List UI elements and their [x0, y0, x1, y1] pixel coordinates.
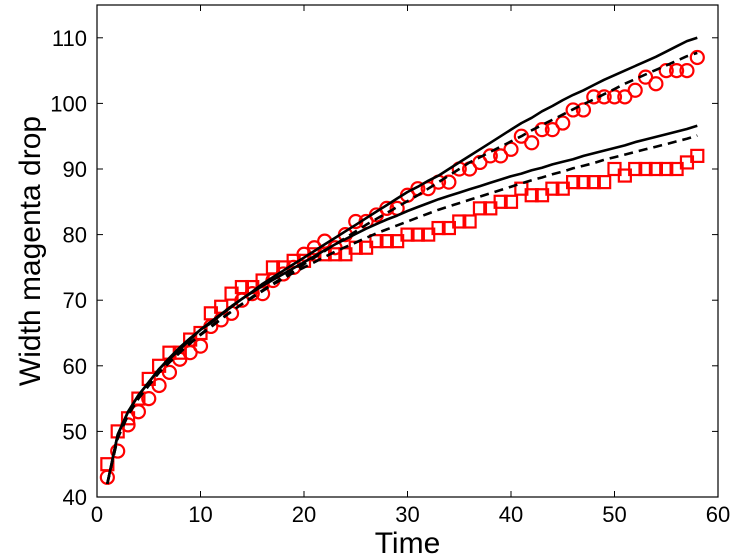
circle-marker: [575, 102, 592, 118]
circle-marker: [493, 148, 509, 164]
circle-marker: [513, 128, 529, 144]
x-tick-label: 40: [499, 502, 523, 527]
x-tick-label: 60: [706, 502, 730, 527]
circle-marker: [524, 135, 540, 151]
circle-marker: [441, 174, 457, 190]
square-marker: [565, 175, 581, 190]
circle-marker: [668, 62, 685, 79]
square-marker: [431, 220, 446, 236]
square-marker: [503, 194, 519, 209]
y-tick-label: 100: [50, 91, 87, 116]
square-marker: [379, 234, 394, 249]
circle-marker: [596, 89, 612, 105]
square-marker: [410, 227, 425, 242]
square-marker: [400, 227, 415, 242]
square-marker: [628, 161, 643, 177]
circle-marker: [627, 82, 643, 98]
series-5: [106, 134, 698, 485]
square-marker: [493, 194, 508, 209]
square-marker: [659, 161, 674, 177]
x-tick-label: 50: [602, 502, 626, 527]
y-tick-label: 40: [63, 485, 87, 510]
square-marker: [369, 234, 384, 249]
square-marker: [234, 279, 249, 295]
circle-marker: [555, 115, 571, 131]
solid-line-series-4: [106, 124, 698, 485]
square-marker: [690, 148, 705, 163]
x-tick-label: 10: [188, 502, 212, 527]
circle-marker: [110, 443, 126, 459]
plot-area: [96, 4, 719, 498]
y-tick-label: 70: [63, 288, 87, 313]
axis-ticks: 0 10 20 30 40 50 60 40 50 60 70 80 90 100 110: [50, 5, 730, 527]
y-tick-label: 60: [63, 354, 87, 379]
square-marker: [524, 188, 539, 203]
dashed-line-series-5: [106, 134, 698, 485]
square-marker: [586, 175, 601, 190]
y-axis-label: Width magenta drop: [14, 116, 47, 386]
circle-marker: [565, 102, 581, 118]
circle-marker: [648, 76, 664, 92]
series-layer: [99, 36, 705, 485]
circle-marker: [141, 391, 157, 407]
series-4: [106, 124, 698, 485]
square-marker: [638, 161, 653, 177]
square-marker: [462, 214, 477, 229]
y-tick-label: 80: [63, 223, 87, 248]
y-tick-label: 50: [63, 419, 87, 444]
square-marker: [472, 201, 488, 216]
square-marker: [131, 391, 146, 406]
x-axis-label: Time: [375, 527, 441, 560]
circle-marker: [544, 122, 561, 138]
circle-marker: [689, 49, 705, 66]
square-marker: [452, 214, 467, 229]
square-marker: [597, 175, 612, 190]
square-marker: [545, 181, 560, 196]
square-marker: [576, 175, 591, 190]
y-tick-label: 110: [52, 26, 87, 51]
x-tick-label: 0: [91, 502, 103, 527]
square-marker: [265, 260, 281, 275]
x-tick-label: 20: [292, 502, 316, 527]
circle-marker: [617, 89, 633, 105]
y-tick-label: 90: [63, 157, 87, 182]
square-marker: [648, 161, 664, 177]
circle-marker: [679, 62, 695, 79]
square-marker: [100, 457, 115, 472]
x-tick-label: 30: [395, 502, 419, 527]
